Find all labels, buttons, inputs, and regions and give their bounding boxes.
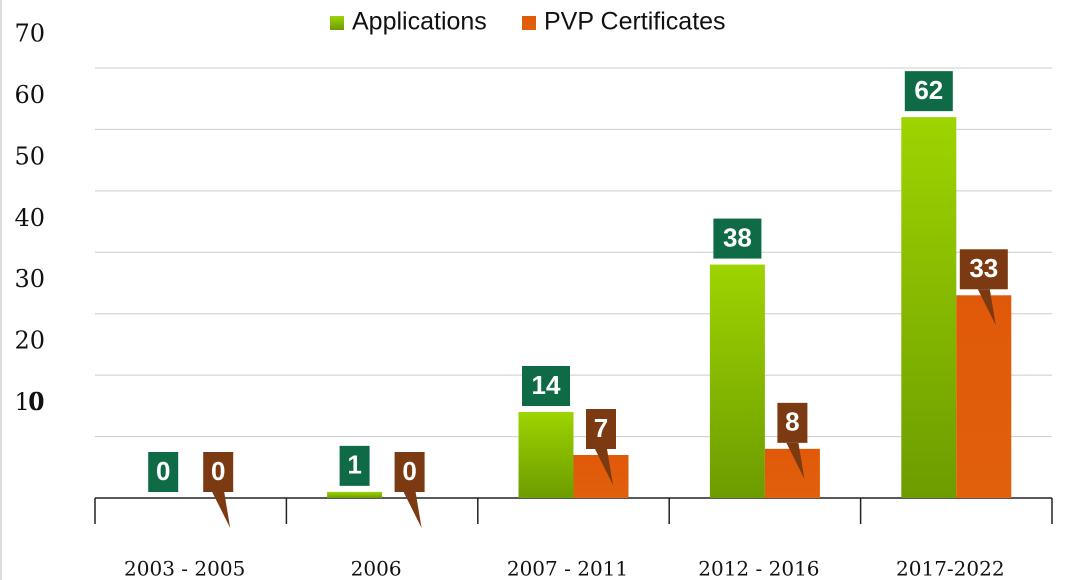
bar [709, 264, 765, 498]
label-pointer [977, 289, 996, 326]
x-tick-label: 2006 [351, 557, 402, 580]
y-tick-label: 60 [14, 81, 45, 109]
label-pointer [212, 492, 231, 528]
legend-label: PVP Certificates [544, 8, 726, 36]
data-label-box [339, 445, 370, 486]
bar [518, 412, 574, 498]
data-label: 0 [211, 456, 225, 486]
label-pointer [595, 449, 613, 485]
label-pointer [403, 492, 422, 528]
data-label: 1 [347, 450, 361, 480]
y-tick-label: 70 [14, 20, 45, 48]
y-tick-label: 20 [14, 327, 45, 355]
data-label-box [148, 452, 179, 492]
data-label: 7 [594, 413, 608, 443]
x-tick-label: 2017-2022 [896, 557, 1005, 580]
bar [327, 491, 383, 498]
y-tick-label: 40 [14, 204, 45, 232]
legend-label: Applications [352, 8, 487, 36]
data-label-box [203, 452, 234, 492]
bar [573, 455, 629, 498]
data-label: 62 [914, 75, 943, 105]
x-tick-label: 2007 - 2011 [507, 557, 628, 580]
bar [901, 117, 957, 499]
y-tick-label: 10 [14, 388, 45, 416]
legend-swatch [522, 16, 536, 30]
bar [764, 448, 820, 498]
label-pointer [786, 442, 805, 479]
data-label-box [522, 366, 570, 406]
data-label-box [904, 71, 953, 112]
bar [956, 295, 1012, 498]
legend-swatch [330, 16, 344, 30]
data-label: 0 [402, 456, 416, 486]
data-label-box [394, 452, 425, 492]
frame-edge [0, 0, 2, 580]
y-tick-label: 30 [14, 265, 45, 293]
data-label-box [959, 249, 1008, 290]
x-tick-label: 2003 - 2005 [124, 557, 245, 580]
data-label: 33 [969, 253, 998, 283]
data-label: 0 [156, 456, 170, 486]
y-tick-label: 50 [14, 142, 45, 170]
data-label-box [713, 218, 762, 259]
data-label: 14 [532, 370, 561, 400]
x-tick-label: 2012 - 2016 [698, 557, 819, 580]
data-label: 8 [785, 407, 799, 437]
y-tick-label: 0 [28, 388, 43, 416]
data-label-box [586, 409, 616, 449]
data-label-box [777, 402, 808, 443]
data-label: 38 [723, 222, 752, 252]
